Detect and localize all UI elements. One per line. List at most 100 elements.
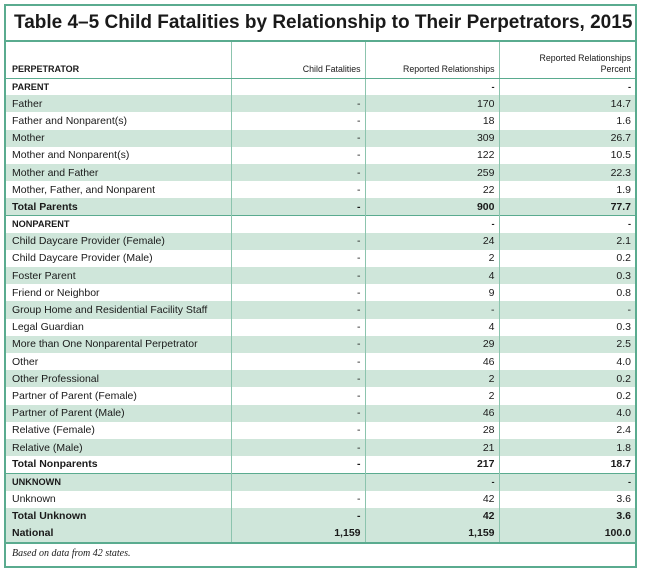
fatalities-cell: - bbox=[231, 456, 365, 473]
relationships-cell: 46 bbox=[365, 353, 499, 370]
percent-cell: 14.7 bbox=[499, 95, 635, 112]
table-row: Mother, Father, and Nonparent -22 1.9 bbox=[6, 181, 635, 198]
fatalities-cell: - bbox=[231, 336, 365, 353]
table-row: Foster Parent -4 0.3 bbox=[6, 267, 635, 284]
perpetrator-column-header: PERPETRATOR bbox=[6, 42, 231, 78]
section-row: UNKNOWN - - bbox=[6, 473, 635, 490]
fatalities-cell: - bbox=[231, 181, 365, 198]
relationships-cell: 18 bbox=[365, 112, 499, 129]
perpetrator-cell: NONPARENT bbox=[6, 216, 231, 233]
relationships-cell: 2 bbox=[365, 370, 499, 387]
perpetrator-cell: UNKNOWN bbox=[6, 473, 231, 490]
relationships-cell: 24 bbox=[365, 233, 499, 250]
percent-column-header: Reported Relationships Percent bbox=[499, 42, 635, 78]
percent-cell: 100.0 bbox=[499, 525, 635, 542]
perpetrator-cell: Mother and Father bbox=[6, 164, 231, 181]
footnote: Based on data from 42 states. bbox=[6, 542, 635, 563]
fatalities-cell: - bbox=[231, 147, 365, 164]
percent-cell: 0.8 bbox=[499, 284, 635, 301]
perpetrator-cell: Mother bbox=[6, 130, 231, 147]
fatalities-cell: - bbox=[231, 130, 365, 147]
table-row: Group Home and Residential Facility Staf… bbox=[6, 301, 635, 318]
table-row: Legal Guardian -4 0.3 bbox=[6, 319, 635, 336]
perpetrator-cell: Foster Parent bbox=[6, 267, 231, 284]
section-row: NONPARENT - - bbox=[6, 216, 635, 233]
relationships-cell: - bbox=[365, 78, 499, 95]
fatalities-cell: - bbox=[231, 284, 365, 301]
table-row: Friend or Neighbor -9 0.8 bbox=[6, 284, 635, 301]
relationships-cell: - bbox=[365, 301, 499, 318]
relationships-cell: 900 bbox=[365, 198, 499, 215]
percent-cell: 18.7 bbox=[499, 456, 635, 473]
relationships-cell: 42 bbox=[365, 508, 499, 525]
perpetrator-cell: Mother and Nonparent(s) bbox=[6, 147, 231, 164]
percent-cell: 77.7 bbox=[499, 198, 635, 215]
total-row: Total Nonparents -217 18.7 bbox=[6, 456, 635, 473]
table-row: Mother and Nonparent(s) -122 10.5 bbox=[6, 147, 635, 164]
table-row: Father and Nonparent(s) -18 1.6 bbox=[6, 112, 635, 129]
table-row: Child Daycare Provider (Male) -2 0.2 bbox=[6, 250, 635, 267]
table-row: Unknown -42 3.6 bbox=[6, 491, 635, 508]
fatalities-table: PERPETRATOR Child Fatalities Reported Re… bbox=[6, 42, 635, 542]
table-title: Table 4–5 Child Fatalities by Relationsh… bbox=[6, 6, 635, 42]
relationships-cell: 42 bbox=[365, 491, 499, 508]
fatalities-cell: - bbox=[231, 233, 365, 250]
relationships-cell: 259 bbox=[365, 164, 499, 181]
percent-cell: - bbox=[499, 216, 635, 233]
relationships-cell: 22 bbox=[365, 181, 499, 198]
table-body: PARENT - - Father -170 14.7 Father and Nonpare… bbox=[6, 78, 635, 542]
percent-cell: 4.0 bbox=[499, 405, 635, 422]
percent-cell: 0.2 bbox=[499, 370, 635, 387]
percent-header-line1: Reported Relationships bbox=[540, 53, 631, 63]
perpetrator-cell: National bbox=[6, 525, 231, 542]
relationships-cell: - bbox=[365, 216, 499, 233]
percent-cell: - bbox=[499, 473, 635, 490]
relationships-cell: 9 bbox=[365, 284, 499, 301]
percent-cell: 0.3 bbox=[499, 319, 635, 336]
fatalities-cell bbox=[231, 216, 365, 233]
perpetrator-cell: Total Unknown bbox=[6, 508, 231, 525]
perpetrator-cell: Father and Nonparent(s) bbox=[6, 112, 231, 129]
percent-cell: 2.5 bbox=[499, 336, 635, 353]
relationships-cell: 2 bbox=[365, 250, 499, 267]
relationships-cell: 46 bbox=[365, 405, 499, 422]
relationships-cell: 309 bbox=[365, 130, 499, 147]
percent-cell: 2.4 bbox=[499, 422, 635, 439]
perpetrator-cell: Unknown bbox=[6, 491, 231, 508]
percent-cell: 0.3 bbox=[499, 267, 635, 284]
table-row: Father -170 14.7 bbox=[6, 95, 635, 112]
perpetrator-cell: More than One Nonparental Perpetrator bbox=[6, 336, 231, 353]
table-row: Relative (Male) -21 1.8 bbox=[6, 439, 635, 456]
fatalities-cell: - bbox=[231, 112, 365, 129]
perpetrator-cell: Child Daycare Provider (Male) bbox=[6, 250, 231, 267]
percent-header-line2: Percent bbox=[601, 64, 631, 74]
percent-cell: 22.3 bbox=[499, 164, 635, 181]
perpetrator-cell: Other Professional bbox=[6, 370, 231, 387]
fatalities-cell: - bbox=[231, 353, 365, 370]
relationships-cell: - bbox=[365, 473, 499, 490]
perpetrator-cell: Total Parents bbox=[6, 198, 231, 215]
relationships-cell: 1,159 bbox=[365, 525, 499, 542]
table-row: Other Professional -2 0.2 bbox=[6, 370, 635, 387]
percent-cell: 4.0 bbox=[499, 353, 635, 370]
percent-cell: - bbox=[499, 301, 635, 318]
relationships-cell: 4 bbox=[365, 319, 499, 336]
relationships-cell: 21 bbox=[365, 439, 499, 456]
percent-cell: 1.9 bbox=[499, 181, 635, 198]
perpetrator-cell: PARENT bbox=[6, 78, 231, 95]
relationships-cell: 122 bbox=[365, 147, 499, 164]
fatalities-cell: - bbox=[231, 267, 365, 284]
percent-cell: 3.6 bbox=[499, 508, 635, 525]
fatalities-cell: - bbox=[231, 405, 365, 422]
perpetrator-cell: Partner of Parent (Male) bbox=[6, 405, 231, 422]
percent-cell: - bbox=[499, 78, 635, 95]
relationships-cell: 4 bbox=[365, 267, 499, 284]
perpetrator-cell: Father bbox=[6, 95, 231, 112]
percent-cell: 3.6 bbox=[499, 491, 635, 508]
fatalities-cell: - bbox=[231, 491, 365, 508]
perpetrator-cell: Total Nonparents bbox=[6, 456, 231, 473]
fatalities-cell bbox=[231, 78, 365, 95]
perpetrator-cell: Child Daycare Provider (Female) bbox=[6, 233, 231, 250]
perpetrator-cell: Partner of Parent (Female) bbox=[6, 387, 231, 404]
relationships-cell: 28 bbox=[365, 422, 499, 439]
